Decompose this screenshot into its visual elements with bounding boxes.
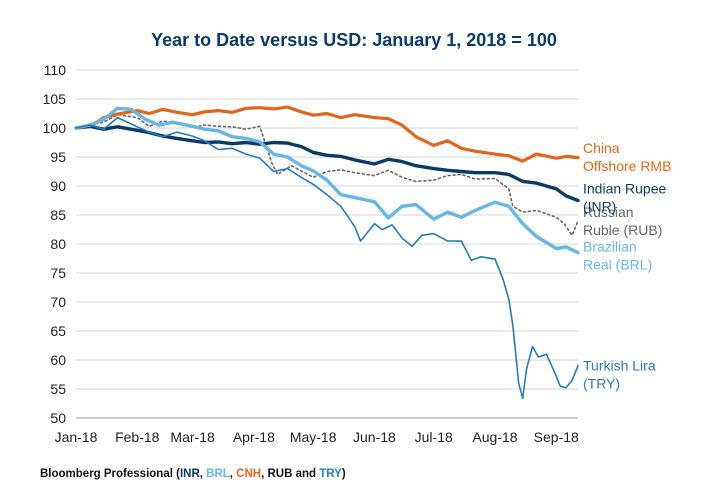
footer-sep1: ,: [199, 468, 207, 480]
series-lines: [74, 105, 580, 400]
y-tick-label: 50: [50, 410, 66, 426]
series-label-brazilian-real-brl: Brazilian: [583, 239, 637, 255]
y-tick-label: 60: [50, 352, 66, 368]
source-footer: Bloomberg Professional (INR, BRL, CNH, R…: [40, 468, 346, 480]
x-tick-label: Jan-18: [55, 429, 98, 445]
footer-sep3: , RUB and: [261, 468, 320, 480]
x-tick-label: Feb-18: [115, 429, 160, 445]
footer-brl: BRL: [206, 468, 230, 480]
footer-prefix: Bloomberg Professional (: [40, 468, 180, 480]
y-tick-label: 95: [50, 149, 66, 165]
series-labels: Russian Ruble (RUB) China Offshore RMB India…: [583, 140, 671, 392]
y-tick-label: 70: [50, 294, 66, 310]
chart-title: Year to Date versus USD: January 1, 2018…: [151, 30, 557, 50]
footer-cnh: CNH: [236, 468, 262, 480]
x-axis-ticks: Jan-18 Feb-18 Mar-18 Apr-18 May-18 Jun-18 Jul-…: [55, 429, 579, 445]
gridlines: [76, 69, 578, 419]
x-tick-label: Aug-18: [472, 429, 517, 445]
series-label-russian-ruble-rub: Russian: [583, 204, 634, 220]
y-tick-label: 80: [50, 236, 66, 252]
y-tick-label: 100: [43, 120, 67, 136]
series-line-turkish-lira-try: [75, 116, 579, 400]
series-line-brazilian-real-brl: [74, 106, 580, 255]
series-label-turkish-lira-try: Turkish Lira: [583, 358, 656, 374]
series-label-russian-ruble-rub: Ruble (RUB): [583, 222, 662, 238]
y-tick-label: 105: [43, 91, 67, 107]
series-label-indian-rupee-inr: (INR): [583, 199, 616, 215]
series-label-turkish-lira-try: (TRY): [583, 376, 620, 392]
series-label-brazilian-real-brl: Real (BRL): [583, 257, 652, 273]
x-tick-label: Sep-18: [534, 429, 579, 445]
series-line-china-offshore-rmb: [74, 105, 580, 163]
footer-try: TRY: [319, 468, 342, 480]
footer-suffix: ): [341, 468, 346, 480]
y-tick-label: 75: [50, 265, 66, 281]
series-label-china-offshore-rmb: China: [583, 140, 620, 156]
series-line-russian-ruble-rub: [75, 113, 579, 237]
footer-sep2: ,: [229, 468, 237, 480]
y-tick-label: 90: [50, 178, 66, 194]
x-tick-label: Jun-18: [353, 429, 396, 445]
x-tick-label: Apr-18: [233, 429, 275, 445]
series-label-indian-rupee-inr: Indian Rupee: [583, 181, 667, 197]
y-axis-ticks: 50 55 60 65 70 75 80 85 90 95 100 105 110: [43, 62, 67, 426]
series-line-indian-rupee-inr: [74, 124, 580, 203]
footer-inr: INR: [179, 468, 200, 480]
x-tick-label: Jul-18: [415, 429, 453, 445]
y-tick-label: 65: [50, 323, 66, 339]
x-tick-label: May-18: [290, 429, 337, 445]
y-tick-label: 110: [44, 62, 67, 78]
series-label-china-offshore-rmb: Offshore RMB: [583, 158, 671, 174]
y-tick-label: 55: [50, 381, 66, 397]
y-tick-label: 85: [50, 207, 66, 223]
x-tick-label: Mar-18: [170, 429, 215, 445]
